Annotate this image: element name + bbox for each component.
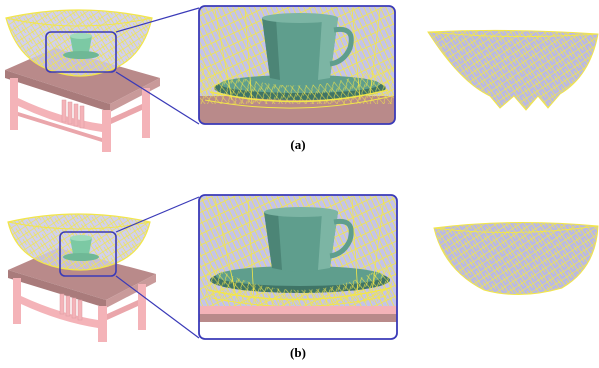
zoom-connector <box>115 71 200 125</box>
teacup-icon <box>63 235 99 261</box>
teacup-icon <box>63 33 99 59</box>
table-leg <box>10 78 18 130</box>
zoom-inset-b <box>199 195 397 339</box>
table-leg <box>142 88 150 138</box>
zoom-region-a <box>45 31 117 73</box>
bowl-isolated-b <box>433 221 599 296</box>
zoom-region-b <box>59 231 117 277</box>
caption-a: (a) <box>290 137 306 152</box>
zoom-inset-a <box>199 6 395 124</box>
table-leg <box>98 306 107 342</box>
zoom-frame-a <box>198 5 396 125</box>
table-leg <box>13 278 21 324</box>
bowl-isolated-a <box>427 29 599 111</box>
caption-b: (b) <box>290 345 306 360</box>
table-leg <box>138 284 146 330</box>
zoom-connector <box>115 196 200 233</box>
zoom-connector <box>115 275 200 339</box>
zoom-connector <box>115 7 200 33</box>
zoom-frame-b <box>198 194 398 340</box>
table-leg <box>102 110 111 152</box>
